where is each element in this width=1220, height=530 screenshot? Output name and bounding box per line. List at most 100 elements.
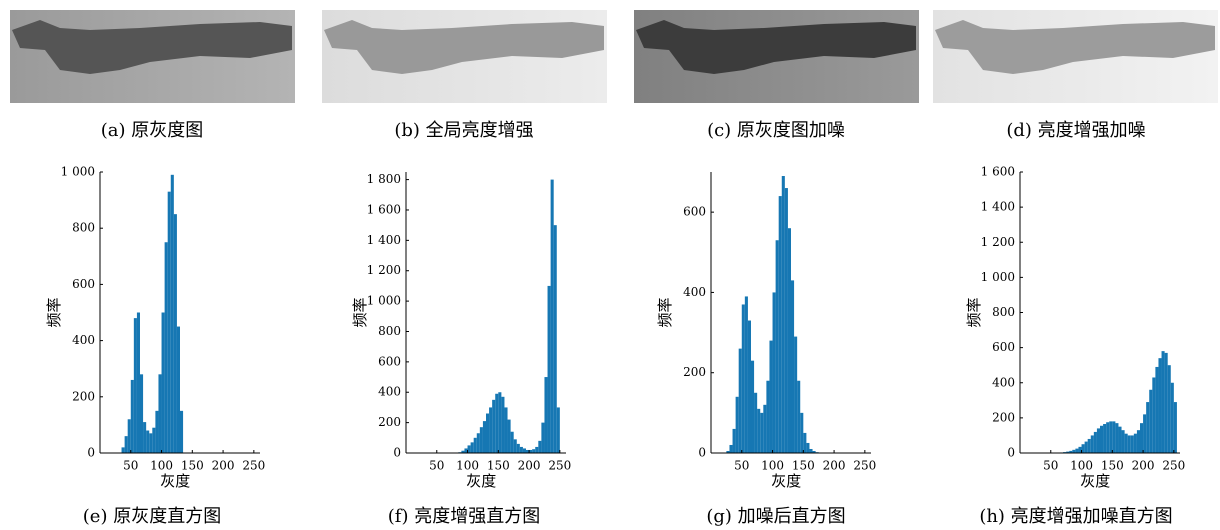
- y-tick-label: 600: [683, 205, 706, 219]
- y-tick-label: 1 000: [61, 165, 95, 179]
- image-b: [322, 10, 607, 103]
- y-tick-label: 1 400: [981, 200, 1015, 214]
- x-tick-label: 200: [212, 459, 235, 473]
- chart-caption: (e) 原灰度直方图: [83, 506, 221, 527]
- bar: [1122, 430, 1125, 453]
- image-c: [634, 10, 919, 103]
- bar: [1088, 439, 1091, 453]
- chart-caption: (f) 亮度增强直方图: [388, 506, 540, 527]
- bar: [168, 192, 171, 453]
- x-tick-label: 150: [487, 459, 510, 473]
- bar: [1128, 435, 1131, 453]
- y-tick-label: 200: [72, 389, 95, 403]
- bar: [745, 296, 748, 453]
- bar: [791, 280, 794, 453]
- bar: [152, 428, 155, 453]
- bar: [557, 407, 560, 453]
- x-tick-label: 250: [853, 459, 876, 473]
- image-caption: (c) 原灰度图加噪: [707, 120, 845, 141]
- y-tick-label: 200: [378, 415, 401, 429]
- bar: [1158, 358, 1161, 453]
- y-tick-label: 1 600: [367, 202, 401, 216]
- bar: [508, 420, 511, 453]
- bar: [143, 422, 146, 453]
- bar: [766, 381, 769, 453]
- y-tick-label: 400: [683, 285, 706, 299]
- x-tick-label: 200: [518, 459, 541, 473]
- x-tick-label: 50: [429, 459, 444, 473]
- bar: [486, 414, 489, 453]
- x-axis-label: 灰度: [771, 472, 801, 490]
- y-tick-label: 1 800: [367, 172, 401, 186]
- bar: [538, 441, 541, 453]
- y-tick-label: 400: [378, 385, 401, 399]
- bar: [736, 397, 739, 453]
- bar: [1125, 434, 1128, 453]
- bar: [137, 313, 140, 454]
- bar: [729, 445, 732, 453]
- bar: [754, 393, 757, 453]
- bar: [520, 447, 523, 453]
- y-tick-label: 600: [992, 340, 1015, 354]
- bar: [803, 433, 806, 453]
- y-tick-label: 0: [393, 446, 401, 460]
- bar: [1103, 424, 1106, 453]
- bar: [739, 349, 742, 453]
- image-caption: (d) 亮度增强加噪: [1006, 120, 1145, 141]
- y-tick-label: 0: [1007, 446, 1015, 460]
- bar: [541, 423, 544, 453]
- bar: [1146, 402, 1149, 453]
- x-tick-label: 250: [1162, 459, 1185, 473]
- bar: [1165, 353, 1168, 453]
- x-axis-label: 灰度: [466, 472, 496, 490]
- bar: [1085, 442, 1088, 453]
- bar: [177, 327, 180, 453]
- bar: [554, 225, 557, 453]
- bar: [180, 411, 183, 453]
- bar: [1091, 435, 1094, 453]
- y-tick-label: 1 000: [981, 270, 1015, 284]
- bar: [1155, 367, 1158, 453]
- bar: [794, 337, 797, 453]
- bar: [1094, 432, 1097, 453]
- y-tick-label: 1 200: [981, 235, 1015, 249]
- bar: [809, 449, 812, 453]
- x-axis-label: 灰度: [160, 472, 190, 490]
- y-axis-label: 频率: [45, 297, 63, 327]
- y-tick-label: 1 400: [367, 233, 401, 247]
- bar: [782, 176, 785, 453]
- bar: [504, 407, 507, 453]
- image-d: [933, 10, 1218, 103]
- bar: [122, 447, 125, 453]
- x-tick-label: 250: [242, 459, 265, 473]
- image-caption: (a) 原灰度图: [101, 120, 204, 141]
- bar: [733, 429, 736, 453]
- chart-caption: (g) 加噪后直方图: [706, 506, 845, 527]
- bar: [495, 394, 498, 453]
- bar: [1075, 449, 1078, 453]
- y-tick-label: 400: [72, 333, 95, 347]
- bar: [1100, 426, 1103, 453]
- y-axis-label: 频率: [351, 297, 369, 327]
- bar: [1134, 434, 1137, 453]
- image-a: [10, 10, 295, 103]
- y-tick-label: 1 200: [367, 263, 401, 277]
- y-axis-label: 频率: [656, 297, 674, 327]
- bar: [474, 438, 477, 453]
- bar: [1168, 365, 1171, 453]
- bar: [1140, 423, 1143, 453]
- bar: [477, 433, 480, 453]
- bar: [1152, 377, 1155, 453]
- bar: [544, 377, 547, 453]
- x-tick-label: 50: [734, 459, 749, 473]
- bar: [128, 419, 131, 453]
- bar: [742, 304, 745, 453]
- bar: [800, 413, 803, 453]
- y-tick-label: 600: [72, 277, 95, 291]
- bar: [155, 411, 158, 453]
- bar: [763, 405, 766, 453]
- bar: [1171, 383, 1174, 453]
- y-tick-label: 400: [992, 375, 1015, 389]
- bar: [125, 436, 128, 453]
- bar: [1131, 435, 1134, 453]
